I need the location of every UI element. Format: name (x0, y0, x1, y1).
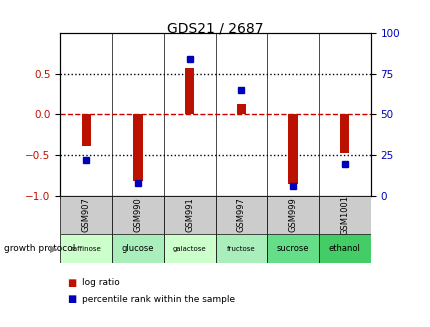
Bar (288, 114, 297, 184)
Bar (163, 196, 215, 234)
Text: log ratio: log ratio (82, 278, 120, 287)
Text: GSM990: GSM990 (133, 198, 142, 232)
Bar (163, 234, 215, 263)
Text: ▶: ▶ (50, 244, 58, 253)
Bar (112, 196, 163, 234)
Text: growth protocol: growth protocol (4, 244, 76, 253)
Bar (215, 234, 267, 263)
Bar (267, 234, 318, 263)
Text: ■: ■ (67, 278, 76, 288)
Bar (60, 196, 112, 234)
Bar (133, 114, 142, 181)
Bar (112, 234, 163, 263)
Text: sucrose: sucrose (276, 244, 309, 253)
Bar (339, 114, 349, 153)
Text: percentile rank within the sample: percentile rank within the sample (82, 295, 234, 304)
Text: GSM991: GSM991 (185, 198, 194, 232)
Bar (215, 196, 267, 234)
Text: ethanol: ethanol (328, 244, 360, 253)
Bar (318, 234, 370, 263)
Text: fructose: fructose (227, 246, 255, 251)
Bar (81, 114, 91, 146)
Bar (318, 196, 370, 234)
Text: GSM999: GSM999 (288, 198, 297, 232)
Bar (267, 196, 318, 234)
Text: glucose: glucose (121, 244, 154, 253)
Text: GSM1001: GSM1001 (340, 195, 348, 235)
Bar (184, 68, 194, 114)
Text: ■: ■ (67, 294, 76, 304)
Text: GSM907: GSM907 (82, 198, 90, 232)
Bar (236, 104, 246, 114)
Bar (60, 234, 112, 263)
Text: raffinose: raffinose (71, 246, 101, 251)
Text: galactose: galactose (172, 246, 206, 251)
Text: GDS21 / 2687: GDS21 / 2687 (167, 21, 263, 35)
Text: GSM997: GSM997 (237, 198, 245, 232)
